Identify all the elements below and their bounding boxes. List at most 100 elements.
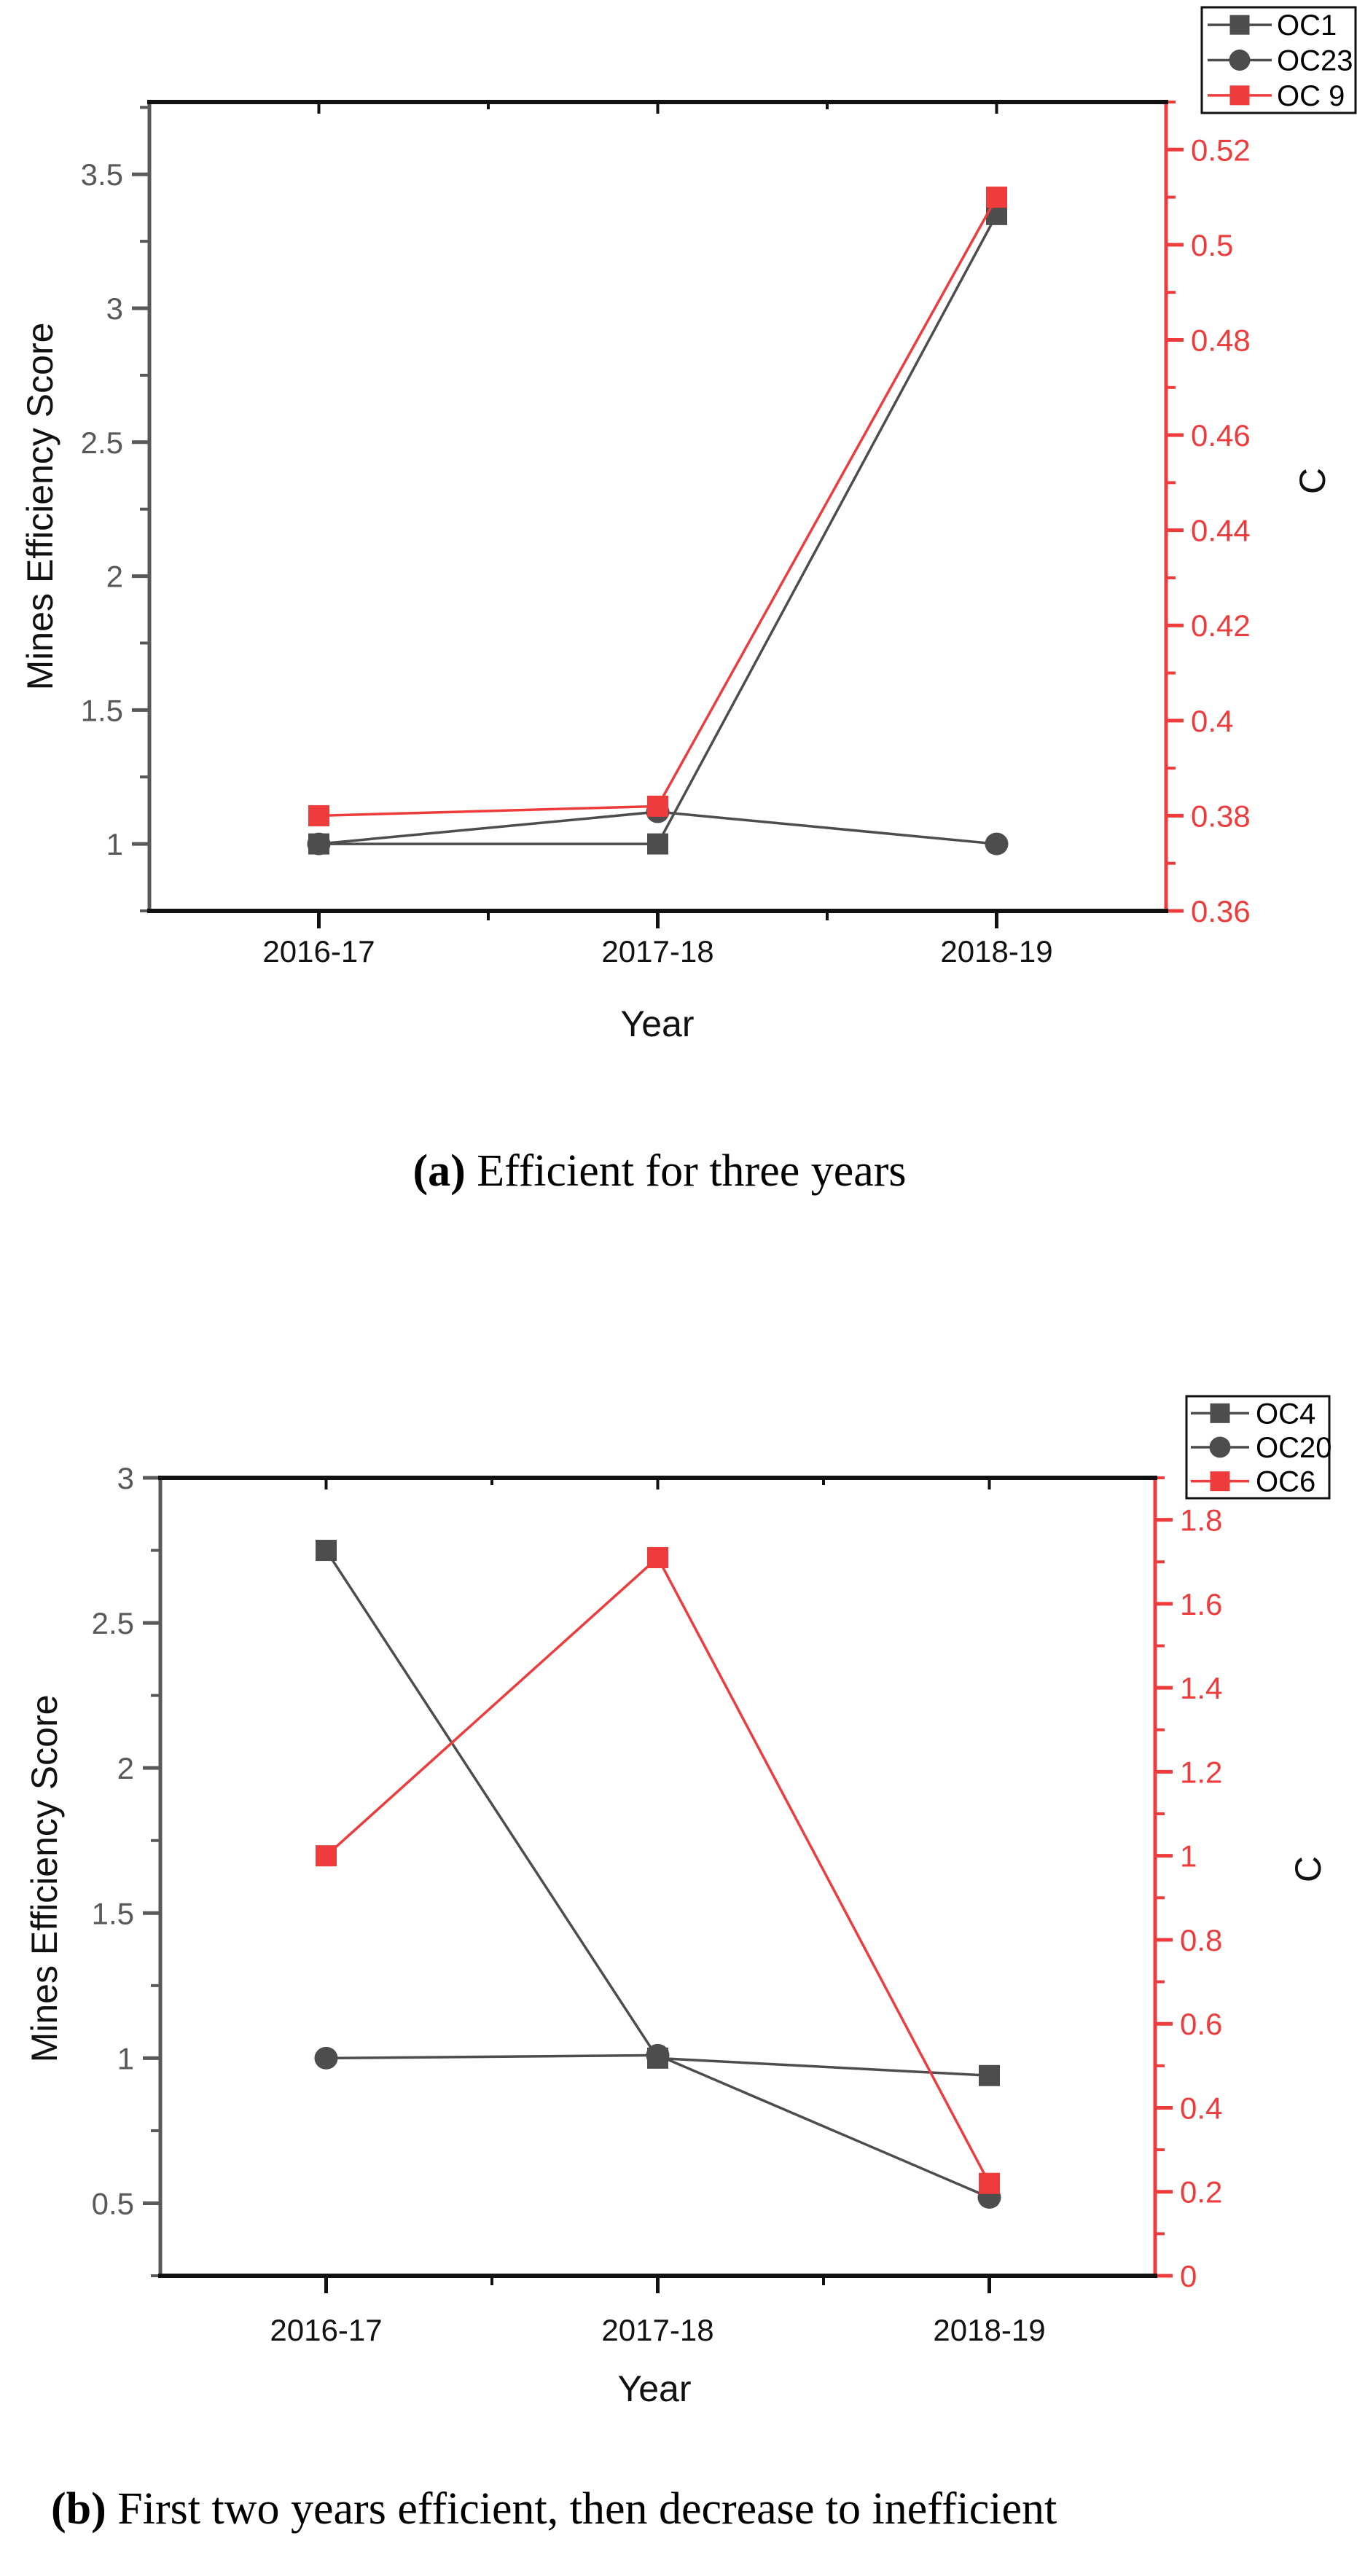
right-tick-label: 0.46 bbox=[1191, 418, 1251, 453]
legend-item-OC20: OC20 bbox=[1191, 1432, 1332, 1464]
legend-item-OC6: OC6 bbox=[1191, 1466, 1315, 1498]
series-OC1 bbox=[308, 203, 1007, 855]
caption-b-close: ) bbox=[91, 2484, 106, 2534]
caption-b: (b) First two years efficient, then decr… bbox=[51, 2483, 1057, 2535]
right-tick-label: 0 bbox=[1180, 2259, 1197, 2293]
data-point bbox=[316, 1540, 337, 1562]
left-tick-label: 1.5 bbox=[81, 693, 123, 727]
legend-item-OC9: OC 9 bbox=[1208, 80, 1345, 112]
legend-label: OC1 bbox=[1277, 9, 1337, 42]
caption-a-open: ( bbox=[412, 1146, 429, 1196]
left-tick-label: 1 bbox=[117, 2041, 134, 2075]
data-point bbox=[314, 2046, 338, 2070]
legend-label: OC 9 bbox=[1277, 80, 1345, 112]
legend-marker bbox=[1229, 85, 1250, 106]
right-tick-label: 0.2 bbox=[1180, 2175, 1222, 2209]
data-point bbox=[647, 1547, 668, 1568]
data-point bbox=[985, 832, 1009, 856]
left-tick-label: 1.5 bbox=[92, 1896, 134, 1930]
legend-item-OC23: OC23 bbox=[1208, 45, 1353, 77]
data-point bbox=[979, 2064, 1000, 2086]
legend-label: OC6 bbox=[1256, 1466, 1315, 1498]
axes: 0.5 1 1.5 2 2.5 3 0 0.2 0.4 0.6 0.8 1 1.2 1.4 1.6 1.8 20… bbox=[24, 1461, 1329, 2409]
data-point bbox=[316, 1845, 337, 1867]
left-tick-label: 2 bbox=[117, 1751, 134, 1785]
right-tick-label: 0.42 bbox=[1191, 608, 1251, 643]
caption-b-letter: b bbox=[66, 2484, 92, 2534]
legend-label: OC4 bbox=[1256, 1398, 1315, 1430]
series-OC4 bbox=[316, 1540, 1000, 2086]
left-tick-label: 3.5 bbox=[81, 157, 123, 192]
data-point bbox=[308, 804, 329, 826]
left-tick-label: 2.5 bbox=[81, 426, 123, 460]
right-tick-label: 1.6 bbox=[1180, 1587, 1222, 1621]
caption-b-text: First two years efficient, then decrease… bbox=[106, 2484, 1057, 2534]
series-OC6 bbox=[316, 1547, 1000, 2194]
x-axis: 2016-17 2017-18 2018-19 bbox=[158, 1476, 1157, 2347]
data-point bbox=[647, 795, 668, 817]
x-axis-title: Year bbox=[617, 2368, 691, 2409]
right-axis-title: C bbox=[1288, 1856, 1329, 1882]
legend-label: OC20 bbox=[1256, 1432, 1332, 1464]
right-tick-label: 0.5 bbox=[1191, 228, 1233, 262]
left-axis: 0.5 1 1.5 2 2.5 3 bbox=[92, 1461, 163, 2277]
legend-marker bbox=[1210, 1471, 1230, 1492]
right-axis: 0.36 0.38 0.4 0.42 0.44 0.46 0.48 0.5 0.52 bbox=[1164, 101, 1251, 928]
legend-label: OC23 bbox=[1277, 45, 1353, 77]
x-tick-label: 2017-18 bbox=[601, 2313, 713, 2347]
left-tick-label: 0.5 bbox=[92, 2186, 134, 2220]
right-tick-label: 0.4 bbox=[1191, 704, 1233, 738]
caption-a: (a) Efficient for three years bbox=[0, 1146, 1319, 1197]
right-tick-label: 0.6 bbox=[1180, 2007, 1222, 2041]
caption-a-text: Efficient for three years bbox=[465, 1146, 907, 1196]
data-point bbox=[646, 2043, 670, 2067]
legend-marker bbox=[1229, 50, 1251, 71]
legend-marker bbox=[1229, 15, 1250, 35]
caption-a-letter: a bbox=[428, 1146, 451, 1196]
left-axis-title: Mines Efficiency Score bbox=[24, 1695, 65, 2063]
legend-marker bbox=[1209, 1436, 1231, 1458]
data-point bbox=[307, 832, 331, 856]
right-tick-label: 0.48 bbox=[1191, 323, 1251, 357]
series-OC9 bbox=[308, 187, 1007, 826]
x-tick-label: 2018-19 bbox=[940, 934, 1052, 968]
legend-item-OC1: OC1 bbox=[1208, 9, 1337, 42]
right-tick-label: 1.4 bbox=[1180, 1671, 1222, 1705]
left-axis: 1 1.5 2 2.5 3 3.5 bbox=[81, 102, 152, 912]
series-OC20 bbox=[314, 2043, 1001, 2209]
right-tick-label: 1.2 bbox=[1180, 1755, 1222, 1789]
right-tick-label: 0.4 bbox=[1180, 2091, 1222, 2125]
right-axis: 0 0.2 0.4 0.6 0.8 1 1.2 1.4 1.6 1.8 bbox=[1153, 1476, 1222, 2293]
right-tick-label: 0.52 bbox=[1191, 133, 1251, 167]
x-axis-title: Year bbox=[620, 1003, 694, 1044]
right-tick-label: 0.36 bbox=[1191, 894, 1251, 928]
data-point bbox=[986, 187, 1007, 208]
left-tick-label: 3 bbox=[106, 291, 123, 326]
axes: 11.522.533.50.360.380.40.420.440.460.480… bbox=[20, 100, 1333, 1044]
left-tick-label: 2.5 bbox=[92, 1606, 134, 1640]
right-tick-label: 1.8 bbox=[1180, 1503, 1222, 1538]
data-point bbox=[647, 833, 668, 855]
chart-b: 0.5 1 1.5 2 2.5 3 0 0.2 0.4 0.6 0.8 1 1.2 1.4 1.6 1.8 20… bbox=[24, 1395, 1332, 2409]
caption-b-open: ( bbox=[51, 2484, 66, 2534]
right-axis-title: C bbox=[1292, 468, 1333, 494]
x-tick-label: 2016-17 bbox=[270, 2313, 382, 2347]
right-tick-label: 1 bbox=[1180, 1839, 1197, 1874]
right-tick-label: 0.44 bbox=[1191, 514, 1251, 548]
legend-marker bbox=[1210, 1403, 1230, 1423]
left-tick-label: 3 bbox=[117, 1461, 134, 1495]
x-axis: 2016-17 2017-18 2018-19 bbox=[147, 100, 1168, 968]
left-tick-label: 1 bbox=[106, 827, 123, 861]
right-tick-label: 0.8 bbox=[1180, 1923, 1222, 1957]
x-tick-label: 2016-17 bbox=[262, 934, 375, 968]
left-axis-title: Mines Efficiency Score bbox=[20, 323, 60, 691]
legend-item-OC4: OC4 bbox=[1191, 1398, 1315, 1430]
right-tick-label: 0.38 bbox=[1191, 799, 1251, 833]
data-point bbox=[979, 2172, 1000, 2194]
x-tick-label: 2018-19 bbox=[933, 2313, 1045, 2347]
caption-a-close: ) bbox=[450, 1146, 466, 1196]
chart-a: 11.522.533.50.360.380.40.420.440.460.480… bbox=[20, 6, 1357, 1044]
